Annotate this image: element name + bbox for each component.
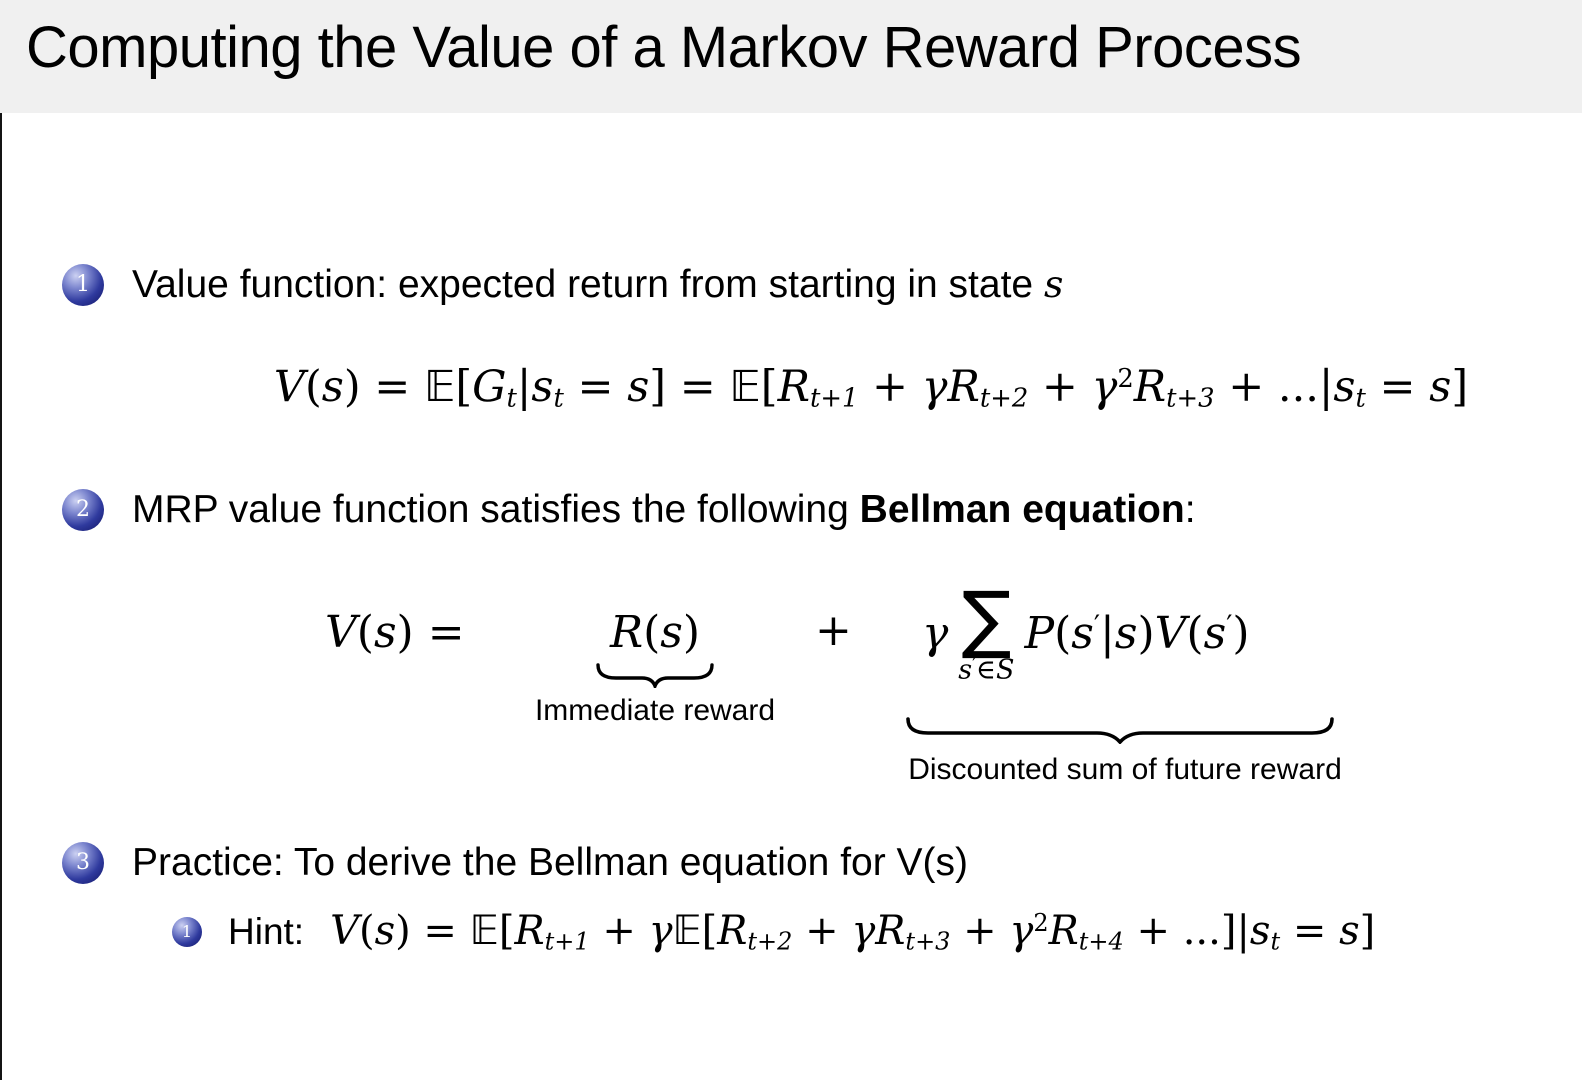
underbrace-discounted [906,717,1334,744]
bellman-lhs: V(s) = [325,607,465,658]
bullet-item-2: 2 MRP value function satisfies the follo… [62,487,1196,534]
underbrace-immediate [596,663,714,688]
bellman-term1-expr: R(s) [609,607,701,658]
slide-title: Computing the Value of a Markov Reward P… [26,15,1302,80]
bullet-number-1: 1 [76,272,90,298]
hint-bullet-ball: 1 [172,916,202,947]
gamma-symbol: γ [922,608,949,660]
bellman-term2-expr: P(s′|s)V(s′) [1024,608,1250,660]
bullet-ball-2: 2 [62,489,104,532]
hint-subitem: 1 Hint: V(s) = 𝔼[Rt+1 + γ𝔼[Rt+2 + γRt+3 … [172,908,1375,955]
sum-symbol: ∑ [961,576,1012,662]
bullet-number-3: 3 [76,850,90,876]
immediate-reward-label: Immediate reward [534,694,776,727]
discounted-sum-label: Discounted sum of future reward [908,753,1342,786]
hint-label: Hint: [228,910,305,952]
sum-subscript: s′∈S [958,654,1015,686]
value-function-equation: V(s) = 𝔼[Gt|st = s] = 𝔼[Rt+1 + γRt+2 + γ… [273,362,1469,414]
item1-text: Value function: expected return from sta… [132,262,1064,306]
summation: ∑ s′∈S [958,576,1015,686]
bellman-discounted-term: γ ∑ s′∈S P(s′|s)V(s′) [922,576,1250,686]
item1-var: s [1043,262,1064,306]
item3-text: Practice: To derive the Bellman equation… [132,841,969,884]
bullet-item-1: 1 Value function: expected return from s… [62,262,1063,309]
bullet-ball-3: 3 [62,842,104,885]
bellman-immediate-term: R(s) Immediate reward [505,607,805,728]
left-border-line [0,113,2,1080]
item2-bold: Bellman equation [859,488,1185,531]
bullet-ball-1: 1 [62,264,104,307]
bullet-item-3: 3 Practice: To derive the Bellman equati… [62,840,968,887]
item2-text: MRP value function satisfies the followi… [132,488,1196,531]
slide-header: Computing the Value of a Markov Reward P… [0,0,1582,113]
bellman-plus-sign: + [815,605,852,656]
hint-bullet-number: 1 [181,922,193,942]
bullet-number-2: 2 [76,497,90,523]
hint-equation: V(s) = 𝔼[Rt+1 + γ𝔼[Rt+2 + γRt+3 + γ2Rt+4… [330,908,1376,956]
